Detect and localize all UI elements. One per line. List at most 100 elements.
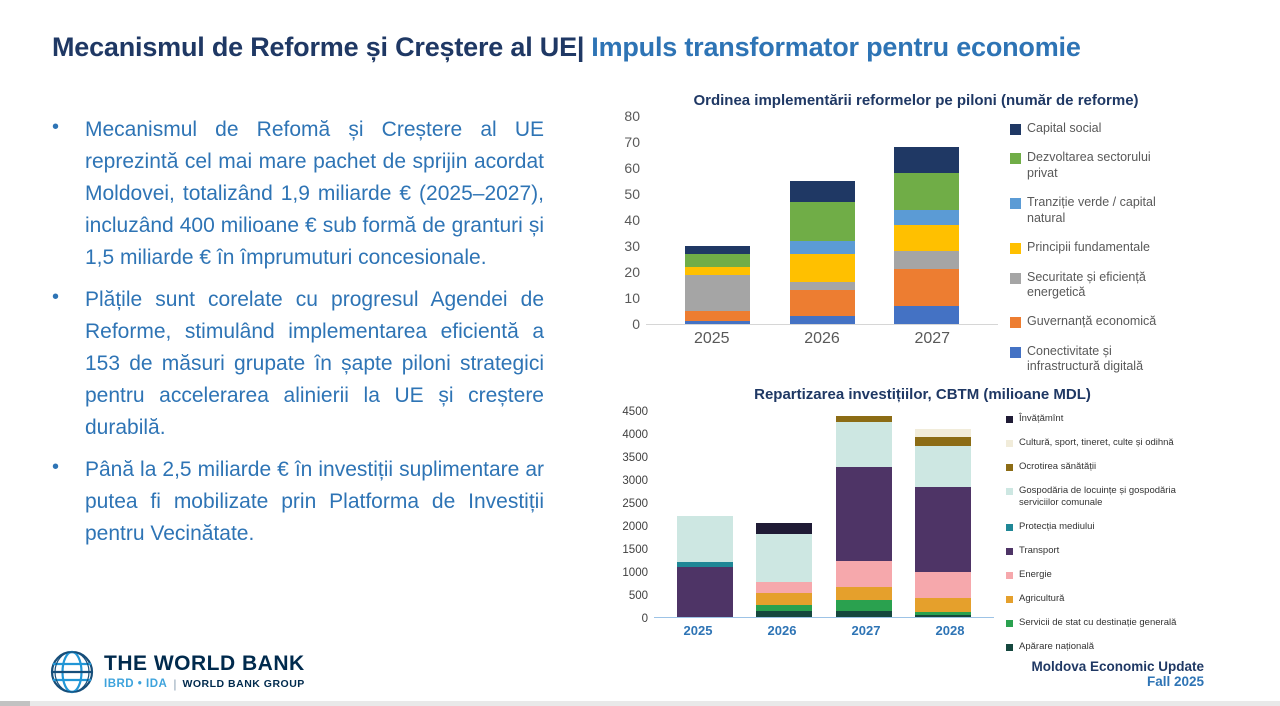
- legend-label: Dezvoltarea sectorului privat: [1027, 150, 1151, 180]
- logo-text: THE WORLD BANK IBRD • IDA | WORLD BANK G…: [104, 653, 305, 691]
- legend-label: Principii fundamentale: [1027, 240, 1150, 255]
- bar-segment: [789, 181, 855, 202]
- bar-segment: [914, 429, 971, 437]
- y-axis-tick: 2000: [622, 521, 648, 533]
- legend-label: Securitate și eficiență energetică: [1027, 269, 1146, 300]
- x-axis-label: 2027: [851, 623, 881, 638]
- bar-segment: [789, 290, 855, 317]
- x-axis-label: 2028: [935, 623, 965, 638]
- bar-segment: [789, 201, 855, 241]
- footer-report-season: Fall 2025: [1146, 674, 1204, 689]
- bullet-item: • Până la 2,5 miliarde € în investiții s…: [52, 454, 544, 550]
- chart-reforms-by-pillar: Ordinea implementării reformelor pe pilo…: [610, 92, 1222, 375]
- legend-item: Conectivitate și infrastructură digitală: [1010, 344, 1179, 375]
- bar-segment: [677, 562, 734, 568]
- bar-segment: [685, 253, 751, 267]
- bar-segment: [835, 421, 892, 467]
- legend-swatch: [1006, 571, 1013, 579]
- bar-segment: [756, 582, 813, 593]
- y-axis-tick: 20: [624, 264, 640, 280]
- bar-segment: [893, 173, 959, 210]
- bar-segment: [914, 612, 971, 616]
- stacked-bar-2027: [835, 415, 892, 617]
- chart-title: Ordinea implementării reformelor pe pilo…: [693, 92, 1139, 109]
- legend-swatch: [1006, 620, 1013, 627]
- y-axis-tick: 70: [624, 134, 640, 150]
- y-axis-tick: 30: [624, 238, 640, 254]
- legend-item: Gospodăria de locuințe și gospodăria ser…: [1006, 485, 1207, 509]
- legend-label: Învățămînt: [1019, 413, 1064, 424]
- chart-body: 0 10 20 30 40 50 60 70 80 2025 2026 2027 Capital s…: [610, 108, 1222, 375]
- legend-swatch: [1010, 243, 1021, 255]
- bar-segment: [835, 587, 892, 600]
- legend-label: Tranziție verde / capital natural: [1027, 195, 1156, 225]
- bar-segment: [835, 599, 892, 612]
- legend-item: Ocrotirea sănătății: [1006, 461, 1207, 473]
- bullet-marker: •: [52, 456, 60, 478]
- legend-item: Energie: [1006, 569, 1207, 581]
- bullet-marker: •: [52, 286, 60, 308]
- stacked-bar-2025: [685, 246, 751, 324]
- y-axis-tick: 0: [641, 613, 648, 625]
- stacked-bar-2027: [893, 147, 959, 324]
- chart-body: 0 500 1000 1500 2000 2500 3000 3500 4000 4500 202…: [610, 406, 1235, 653]
- world-bank-logo: THE WORLD BANK IBRD • IDA | WORLD BANK G…: [48, 648, 305, 696]
- bar-segment: [685, 274, 751, 312]
- legend-label: Apărare națională: [1019, 641, 1094, 653]
- legend-item: Tranziție verde / capital natural: [1010, 195, 1179, 226]
- logo-divider: |: [173, 677, 177, 691]
- legend-label: Conectivitate și infrastructură digitală: [1027, 343, 1144, 374]
- legend-label: Transport: [1019, 544, 1060, 556]
- slide-bottom-edge-corner: [0, 701, 30, 706]
- bar-segment: [789, 253, 855, 283]
- legend-swatch: [1010, 272, 1021, 284]
- x-axis-labels: 2025 2026 2027 2028: [654, 623, 994, 638]
- bar-segment: [835, 415, 892, 422]
- bar-segment: [756, 522, 813, 534]
- bar-segment: [914, 486, 971, 572]
- y-axis-tick: 500: [628, 590, 648, 602]
- bar-segment: [914, 597, 971, 613]
- x-axis-labels: 2025 2026 2027: [646, 330, 998, 348]
- legend-label: Guvernanță economică: [1027, 314, 1157, 329]
- bar-segment: [835, 466, 892, 561]
- legend-swatch: [1010, 346, 1021, 358]
- y-axis-tick: 3500: [622, 452, 648, 464]
- y-axis-tick: 1000: [622, 567, 648, 579]
- legend-label: Servicii de stat cu destinație generală: [1019, 617, 1177, 628]
- chart-legend: Capital social Dezvoltarea sectorului pri…: [1010, 121, 1179, 375]
- legend-swatch: [1010, 317, 1021, 329]
- legend-swatch: [1006, 547, 1013, 555]
- x-axis-label: 2026: [804, 330, 840, 347]
- legend-swatch: [1006, 523, 1013, 531]
- bar-segment: [685, 321, 751, 324]
- legend-label: Cultură, sport, tineret, culte și odihnă: [1019, 437, 1174, 449]
- legend-item: Agricultură: [1006, 593, 1207, 605]
- bullet-text: Mecanismul de Refomă și Creștere al UE r…: [85, 118, 544, 269]
- bullet-item: • Mecanismul de Refomă și Creștere al UE…: [52, 114, 544, 274]
- stacked-bar-2026: [756, 522, 813, 617]
- legend-item: Capital social: [1010, 121, 1179, 137]
- stacked-bar-2028: [914, 429, 971, 617]
- bar-segment: [914, 615, 971, 617]
- footer-note: Moldova Economic Update Fall 2025: [1031, 659, 1204, 689]
- y-axis-tick: 4500: [622, 406, 648, 418]
- logo-ibrd-ida: IBRD • IDA: [104, 678, 168, 690]
- legend-item: Securitate și eficiență energetică: [1010, 270, 1179, 301]
- x-axis-label: 2025: [693, 330, 730, 347]
- bar-segment: [789, 282, 855, 291]
- legend-item: Dezvoltarea sectorului privat: [1010, 150, 1179, 181]
- y-axis: 0 10 20 30 40 50 60 70 80: [610, 108, 646, 332]
- bar-segment: [685, 266, 751, 275]
- bar-segment: [756, 592, 813, 606]
- plot-area: [646, 117, 998, 325]
- legend-label: Ocrotirea sănătății: [1019, 461, 1097, 473]
- footer-report-title: Moldova Economic Update: [1031, 659, 1204, 674]
- slide-title-sub: Impuls transformator pentru economie: [591, 32, 1081, 62]
- y-axis-tick: 3000: [622, 475, 648, 487]
- legend-swatch: [1006, 464, 1013, 472]
- legend-swatch: [1006, 488, 1013, 496]
- bar-segment: [893, 251, 959, 270]
- bar-segment: [893, 147, 959, 174]
